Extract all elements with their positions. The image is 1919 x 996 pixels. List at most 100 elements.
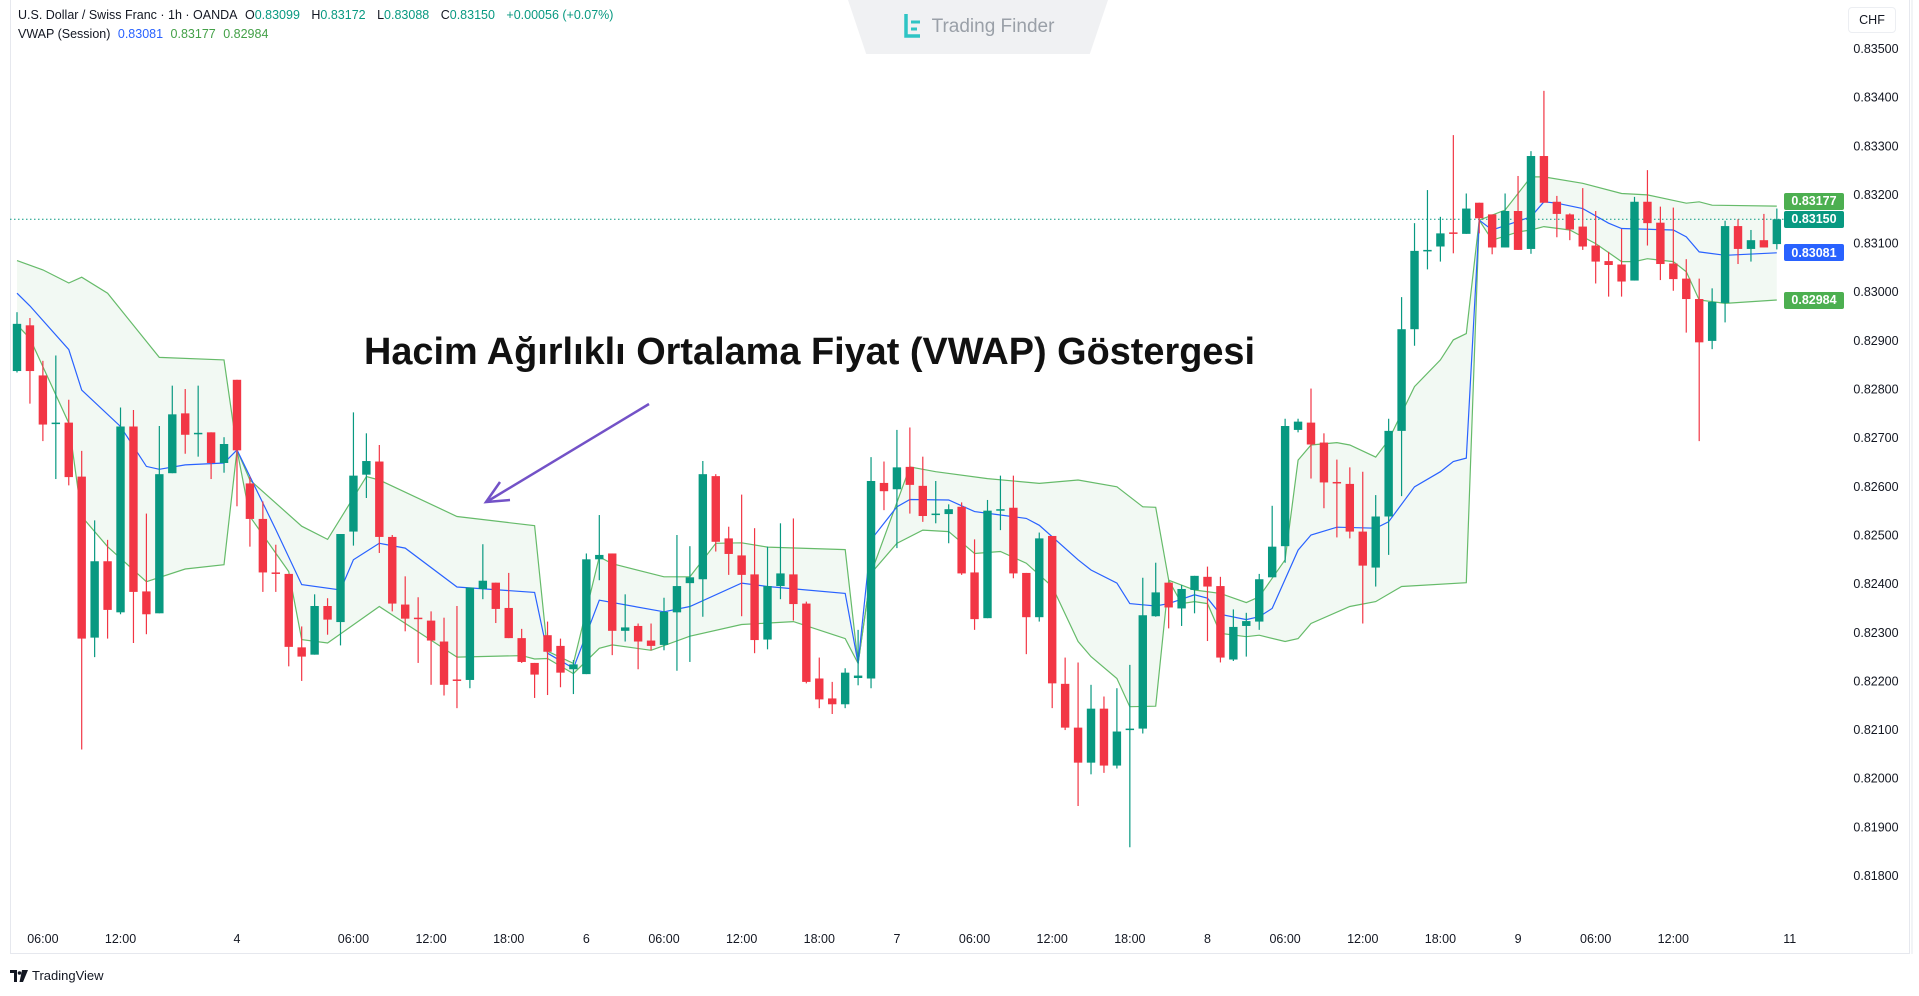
price-tag: 0.83081: [1784, 244, 1844, 262]
candle-body: [1552, 201, 1562, 214]
candle: [1035, 532, 1044, 622]
candle: [1293, 418, 1303, 433]
candle: [1022, 572, 1031, 655]
candle-body: [685, 577, 695, 584]
candle-body: [1695, 299, 1704, 343]
candle: [1630, 196, 1639, 281]
indicator-legend[interactable]: VWAP (Session) 0.83081 0.83177 0.82984: [18, 27, 272, 41]
candle-body: [1086, 708, 1096, 763]
candle-body: [1475, 202, 1484, 219]
candle: [142, 513, 151, 635]
candle: [181, 389, 190, 454]
price-axis[interactable]: 0.83500 0.83400 0.83300 0.83200 0.83100 0.830…: [1853, 42, 1898, 883]
annotation-title: Hacim Ağırlıklı Ortalama Fiyat (VWAP) Gö…: [364, 331, 1255, 373]
candle-body: [1216, 586, 1225, 658]
candle: [1513, 175, 1523, 250]
candle-body: [168, 414, 177, 474]
time-tick-label: 12:00: [415, 932, 446, 946]
candle-body: [1539, 156, 1549, 203]
tradingview-brand[interactable]: TradingView: [10, 968, 104, 983]
candle-body: [1332, 481, 1342, 484]
candle-body: [219, 444, 229, 463]
candle-body: [258, 518, 268, 573]
time-tick-label: 18:00: [1114, 932, 1145, 946]
change-value: +0.00056 (+0.07%): [506, 8, 614, 22]
candle: [90, 520, 99, 658]
close-value: 0.83150: [449, 8, 495, 22]
candle: [633, 623, 643, 670]
candle-body: [1410, 250, 1419, 330]
candle: [491, 582, 500, 624]
candle-body: [1759, 240, 1769, 248]
indicator-name[interactable]: VWAP (Session): [18, 27, 111, 41]
candle-body: [582, 559, 591, 675]
candle-body: [232, 379, 242, 451]
candle-body: [181, 413, 190, 435]
high-value: 0.83172: [320, 8, 366, 22]
symbol-legend[interactable]: U.S. Dollar / Swiss Franc · 1h · OANDA O…: [18, 8, 617, 22]
open-value: 0.83099: [254, 8, 300, 22]
candle: [1487, 214, 1497, 255]
close-label: C: [440, 8, 450, 22]
candle: [375, 444, 384, 553]
candle-body: [452, 679, 462, 681]
candle: [620, 594, 630, 642]
symbol-title[interactable]: U.S. Dollar / Swiss Franc · 1h · OANDA: [18, 8, 238, 22]
candle-body: [1009, 507, 1018, 574]
time-tick-label: 12:00: [726, 932, 757, 946]
candle: [103, 539, 112, 639]
time-tick-label: 06:00: [338, 932, 369, 946]
candle-body: [1591, 245, 1600, 262]
candle-body: [1772, 219, 1782, 245]
candle-body: [1423, 249, 1432, 252]
candle: [349, 412, 358, 546]
candle: [1073, 662, 1083, 806]
currency-button[interactable]: CHF: [1848, 7, 1896, 33]
low-label: L: [377, 8, 385, 22]
candle-body: [1565, 214, 1574, 230]
candle: [1759, 213, 1769, 248]
candle-body: [77, 476, 86, 639]
candle: [840, 668, 850, 709]
high-label: H: [311, 8, 321, 22]
candle-body: [336, 534, 345, 623]
candle: [258, 501, 268, 592]
candle-body: [1190, 575, 1199, 590]
candle: [556, 638, 565, 688]
trading-finder-logo-icon: [903, 14, 920, 38]
arrow-head-icon: [483, 481, 511, 504]
candle-body: [776, 573, 785, 587]
candle-body: [1656, 222, 1665, 265]
candle-body: [1060, 683, 1070, 728]
candle: [323, 598, 332, 635]
price-tick-label: 0.82800: [1853, 383, 1898, 397]
price-tick-label: 0.82700: [1853, 431, 1898, 445]
price-tick-label: 0.82300: [1853, 626, 1898, 640]
chart-pane[interactable]: [10, 0, 1910, 954]
candle-body: [944, 509, 953, 515]
candle: [944, 504, 953, 544]
candle-body: [1384, 430, 1393, 517]
candle-body: [1242, 621, 1251, 626]
candle: [724, 526, 733, 575]
candle-body: [789, 574, 798, 605]
price-tag: 0.83150: [1784, 210, 1844, 228]
candle: [1565, 213, 1574, 241]
candle: [1099, 696, 1109, 773]
time-tick-label: 06:00: [1580, 932, 1611, 946]
candle: [219, 437, 229, 473]
time-tick-label: 18:00: [493, 932, 524, 946]
candle-body: [1099, 708, 1109, 766]
candle-body: [1280, 426, 1290, 547]
candle-body: [1035, 538, 1044, 618]
candle: [711, 474, 720, 552]
candle-body: [1048, 535, 1057, 684]
candle: [388, 534, 397, 612]
time-axis[interactable]: 06:00 12:00 4 06:00 12:00 18:00 6 06:00 12:00 18:…: [27, 932, 1796, 946]
candle-body: [840, 672, 850, 705]
candle-body: [1306, 422, 1316, 445]
candle-body: [504, 607, 513, 639]
price-tick-label: 0.81900: [1853, 820, 1898, 834]
candle-body: [25, 325, 35, 372]
